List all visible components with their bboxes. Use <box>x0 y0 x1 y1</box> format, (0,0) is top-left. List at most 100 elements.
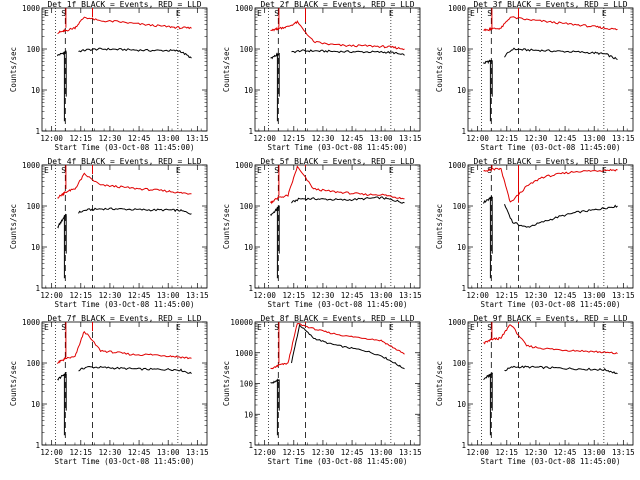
y-tick-label: 10 <box>244 86 254 95</box>
x-tick-label: 13:00 <box>370 134 393 143</box>
event-marker-label: E <box>176 323 181 332</box>
chart-panel: Det 9f BLACK = Events, RED = LLD 1 10 100 10… <box>435 314 635 466</box>
y-tick-label: 10 <box>31 86 41 95</box>
lld-series-line <box>483 8 618 32</box>
event-marker-label: S <box>274 9 279 18</box>
lld-series-line <box>270 8 405 51</box>
event-marker-label: S <box>274 323 279 332</box>
x-tick-label: 12:30 <box>525 134 548 143</box>
y-tick-label: 1000 <box>448 318 467 327</box>
y-tick-label: 100 <box>26 359 40 368</box>
y-tick-label: 1 <box>248 127 253 136</box>
chart-title: Det 4f BLACK = Events, RED = LLD <box>47 157 201 166</box>
x-tick-label: 12:30 <box>99 291 122 300</box>
y-tick-label: 1 <box>248 441 253 450</box>
y-tick-label: 1 <box>461 284 466 293</box>
chart-title: Det 5f BLACK = Events, RED = LLD <box>260 157 414 166</box>
event-marker-label: S <box>487 9 492 18</box>
chart-title: Det 9f BLACK = Events, RED = LLD <box>473 314 627 323</box>
events-series-line <box>483 365 618 436</box>
plot-frame <box>41 7 208 132</box>
x-tick-label: 12:00 <box>253 291 276 300</box>
x-tick-label: 13:00 <box>157 291 180 300</box>
x-tick-label: 12:00 <box>253 448 276 457</box>
y-tick-label: 1 <box>35 441 40 450</box>
events-series-line <box>57 47 192 122</box>
plot-frame <box>467 164 634 289</box>
x-tick-label: 12:45 <box>341 291 364 300</box>
y-axis-label: Counts/sec <box>222 204 231 249</box>
events-series-line <box>270 323 405 436</box>
y-tick-label: 10 <box>457 86 467 95</box>
y-tick-label: 100 <box>239 45 253 54</box>
plot-frame <box>254 164 421 289</box>
events-series-line <box>270 49 405 122</box>
chart-panel: Det 6f BLACK = Events, RED = LLD 1 10 100 10… <box>435 157 635 309</box>
lld-series-line <box>483 322 618 355</box>
x-tick-label: 12:00 <box>466 134 489 143</box>
x-tick-label: 12:45 <box>554 291 577 300</box>
y-tick-label: 1 <box>35 284 40 293</box>
x-tick-label: 12:15 <box>496 134 519 143</box>
x-tick-label: 12:15 <box>283 291 306 300</box>
chart-title: Det 8f BLACK = Events, RED = LLD <box>260 314 414 323</box>
x-tick-label: 12:00 <box>40 291 63 300</box>
event-marker-label: S <box>61 323 66 332</box>
chart-panel: Det 2f BLACK = Events, RED = LLD 1 10 100 10… <box>222 0 422 152</box>
x-axis-label: Start Time (03-Oct-08 11:45:00) <box>268 457 408 466</box>
events-series-line <box>57 365 192 436</box>
event-marker-label: S <box>61 166 66 175</box>
x-tick-label: 12:00 <box>40 448 63 457</box>
event-marker-label: E <box>44 9 49 18</box>
x-axis-label: Start Time (03-Oct-08 11:45:00) <box>268 300 408 309</box>
chart-panel: Det 7f BLACK = Events, RED = LLD 1 10 100 10… <box>9 314 209 466</box>
x-tick-label: 12:15 <box>496 291 519 300</box>
y-tick-label: 1000 <box>235 4 254 13</box>
lld-series-line <box>57 322 192 365</box>
x-tick-label: 12:00 <box>466 448 489 457</box>
y-axis-label: Counts/sec <box>435 361 444 406</box>
event-marker-label: E <box>257 323 262 332</box>
x-tick-label: 13:15 <box>186 134 209 143</box>
x-tick-label: 12:45 <box>341 134 364 143</box>
event-marker-label: E <box>257 9 262 18</box>
x-tick-label: 12:30 <box>312 291 335 300</box>
y-tick-label: 1 <box>248 284 253 293</box>
y-axis-label: Counts/sec <box>222 361 231 406</box>
y-axis-label: Counts/sec <box>9 204 18 249</box>
x-tick-label: 13:15 <box>399 291 422 300</box>
x-axis-label: Start Time (03-Oct-08 11:45:00) <box>55 300 195 309</box>
x-axis-label: Start Time (03-Oct-08 11:45:00) <box>481 457 621 466</box>
plot-frame <box>254 7 421 132</box>
event-marker-label: E <box>602 9 607 18</box>
lld-series-line <box>57 165 192 199</box>
x-tick-label: 12:45 <box>554 134 577 143</box>
event-marker-label: E <box>44 323 49 332</box>
x-tick-label: 13:00 <box>157 448 180 457</box>
y-tick-label: 100 <box>26 45 40 54</box>
x-axis-label: Start Time (03-Oct-08 11:45:00) <box>55 143 195 152</box>
x-tick-label: 13:00 <box>583 134 606 143</box>
event-marker-label: E <box>389 166 394 175</box>
y-tick-label: 1000 <box>448 161 467 170</box>
lld-series-line <box>483 165 618 203</box>
y-tick-label: 100 <box>452 45 466 54</box>
x-tick-label: 13:00 <box>583 291 606 300</box>
y-axis-label: Counts/sec <box>9 361 18 406</box>
x-tick-label: 12:30 <box>525 291 548 300</box>
x-tick-label: 12:45 <box>128 448 151 457</box>
chart-title: Det 7f BLACK = Events, RED = LLD <box>47 314 201 323</box>
event-marker-label: S <box>61 9 66 18</box>
x-tick-label: 12:30 <box>99 448 122 457</box>
plot-frame <box>254 321 421 446</box>
y-tick-label: 1 <box>35 127 40 136</box>
event-marker-label: E <box>389 323 394 332</box>
event-marker-label: S <box>274 166 279 175</box>
events-series-line <box>270 196 405 279</box>
y-tick-label: 10 <box>244 243 254 252</box>
plot-frame <box>41 164 208 289</box>
x-tick-label: 13:00 <box>370 291 393 300</box>
y-tick-label: 10000 <box>230 318 253 327</box>
event-marker-label: E <box>602 323 607 332</box>
event-marker-label: E <box>470 166 475 175</box>
